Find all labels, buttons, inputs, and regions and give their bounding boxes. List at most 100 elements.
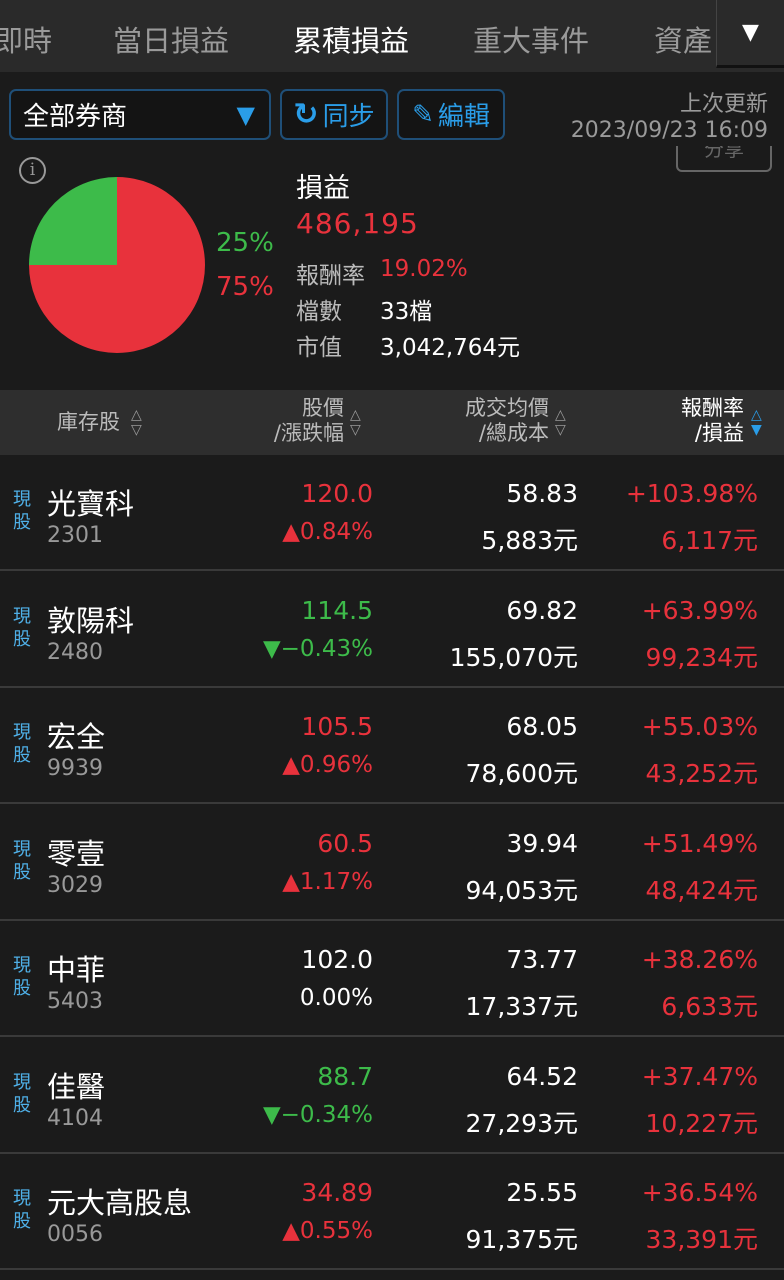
edit-button[interactable]: ✎ 編輯 (397, 89, 505, 140)
profit-loss: 99,234元 (645, 642, 758, 672)
avg-price: 25.55 (506, 1178, 578, 1207)
return-rate: +55.03% (641, 712, 758, 741)
pl-pie-chart (29, 177, 205, 353)
sort-icon[interactable]: △ ▽ (131, 407, 142, 438)
col-price[interactable]: 股價/漲跌幅 (273, 396, 344, 445)
avg-price: 58.83 (506, 479, 578, 508)
table-row[interactable]: 現股 元大高股息 0056 34.89 ▲0.55% 25.55 91,375元… (0, 1154, 784, 1270)
market-value-label: 市值 (296, 335, 342, 361)
stock-code: 2480 (47, 639, 103, 665)
avg-price: 69.82 (506, 595, 578, 625)
count-value: 33檔 (380, 299, 433, 325)
stock-code: 4104 (47, 1105, 103, 1131)
stock-price: 102.0 (301, 945, 373, 974)
tab-more-button[interactable]: ▼ (716, 0, 784, 68)
profit-loss: 33,391元 (645, 1225, 758, 1254)
broker-select[interactable]: 全部券商 ▼ (9, 89, 271, 140)
share-button[interactable]: 分享 (676, 146, 772, 172)
total-cost: 78,600元 (465, 759, 578, 788)
sync-button[interactable]: ↻ 同步 (280, 89, 388, 140)
caret-down-icon: ▼ (236, 100, 255, 129)
profit-loss: 10,227元 (645, 1108, 758, 1138)
edit-label: 編輯 (437, 102, 490, 132)
profit-loss: 43,252元 (645, 759, 758, 788)
gain-pct-label: 75% (216, 272, 274, 302)
pencil-icon: ✎ (412, 99, 434, 130)
pl-label: 損益 (296, 173, 350, 204)
price-change: ▲0.96% (282, 752, 373, 778)
trade-type-tag: 現股 (13, 1188, 31, 1232)
stock-name: 元大高股息 (47, 1186, 193, 1220)
table-row[interactable]: 現股 佳醫 4104 88.7 ▼−0.34% 64.52 27,293元 +3… (0, 1038, 784, 1154)
col-stock[interactable]: 庫存股 (57, 410, 120, 434)
avg-price: 73.77 (506, 945, 578, 974)
sort-desc-icon[interactable]: △ ▼ (751, 407, 762, 438)
refresh-icon: ↻ (293, 97, 319, 132)
profit-loss: 48,424元 (645, 875, 758, 905)
sync-label: 同步 (322, 102, 375, 132)
return-rate: +36.54% (641, 1178, 758, 1207)
stock-code: 9939 (47, 756, 103, 781)
col-avg-cost[interactable]: 成交均價/總成本 (465, 396, 549, 445)
trade-type-tag: 現股 (13, 1071, 31, 1116)
avg-price: 68.05 (506, 712, 578, 741)
tab-bar: 即時 當日損益 累積損益 重大事件 資產 ▼ (0, 0, 784, 72)
broker-select-value: 全部券商 (23, 102, 128, 132)
stock-name: 光寶科 (47, 487, 135, 521)
trade-type-tag: 現股 (13, 722, 31, 766)
table-row[interactable]: 現股 零壹 3029 60.5 ▲1.17% 39.94 94,053元 +51… (0, 805, 784, 921)
market-value: 3,042,764元 (380, 335, 521, 361)
return-label: 報酬率 (296, 263, 365, 289)
stock-code: 0056 (47, 1222, 103, 1247)
return-rate: +37.47% (641, 1061, 758, 1091)
price-change: 0.00% (299, 985, 373, 1011)
tab-cumulative-pl[interactable]: 累積損益 (293, 24, 410, 58)
price-change: ▲0.55% (282, 1218, 373, 1244)
stock-name: 敦陽科 (47, 603, 135, 638)
total-cost: 155,070元 (449, 642, 578, 672)
trade-type-tag: 現股 (13, 605, 31, 650)
col-return-pl[interactable]: 報酬率/損益 (681, 396, 744, 445)
stock-price: 105.5 (301, 712, 373, 741)
tab-major-events[interactable]: 重大事件 (473, 24, 590, 58)
avg-price: 39.94 (506, 828, 578, 858)
price-change: ▲0.84% (282, 519, 373, 545)
total-cost: 91,375元 (465, 1225, 578, 1254)
stock-price: 120.0 (301, 479, 373, 508)
trade-type-tag: 現股 (13, 838, 31, 883)
stock-price: 114.5 (301, 595, 373, 625)
profit-loss: 6,117元 (661, 526, 758, 555)
tab-daily-pl[interactable]: 當日損益 (113, 24, 230, 58)
stock-price: 88.7 (317, 1061, 373, 1091)
stock-name: 佳醫 (47, 1069, 106, 1104)
pie-slice-loss (29, 177, 117, 265)
tab-realtime[interactable]: 即時 (0, 24, 53, 58)
sort-icon[interactable]: △ ▽ (555, 407, 566, 438)
stock-code: 5403 (47, 989, 103, 1014)
trade-type-tag: 現股 (13, 955, 31, 999)
return-value: 19.02% (380, 256, 468, 282)
return-rate: +103.98% (625, 479, 758, 508)
total-cost: 5,883元 (481, 526, 578, 555)
table-header: 庫存股 △ ▽ 股價/漲跌幅 △ ▽ 成交均價/總成本 △ ▽ 報酬率/損益 △ ▼ (0, 390, 784, 455)
table-row[interactable]: 現股 光寶科 2301 120.0 ▲0.84% 58.83 5,883元 +1… (0, 455, 784, 571)
count-label: 檔數 (296, 299, 342, 325)
return-rate: +51.49% (641, 828, 758, 858)
sort-icon[interactable]: △ ▽ (350, 407, 361, 438)
stock-price: 34.89 (301, 1178, 373, 1207)
total-cost: 94,053元 (465, 875, 578, 905)
stock-code: 2301 (47, 523, 103, 548)
stock-price: 60.5 (317, 828, 373, 858)
table-row[interactable]: 現股 中菲 5403 102.0 0.00% 73.77 17,337元 +38… (0, 921, 784, 1037)
price-change: ▲1.17% (282, 868, 373, 895)
return-rate: +38.26% (641, 945, 758, 974)
pl-value: 486,195 (296, 207, 419, 240)
loss-pct-label: 25% (216, 228, 274, 258)
tab-assets[interactable]: 資產 (654, 24, 713, 58)
caret-down-icon: ▼ (742, 20, 759, 45)
table-row[interactable]: 現股 宏全 9939 105.5 ▲0.96% 68.05 78,600元 +5… (0, 688, 784, 804)
table-row[interactable]: 現股 敦陽科 2480 114.5 ▼−0.43% 69.82 155,070元… (0, 572, 784, 688)
info-icon[interactable]: i (19, 157, 46, 184)
total-cost: 17,337元 (465, 992, 578, 1021)
stock-code: 3029 (47, 872, 103, 898)
